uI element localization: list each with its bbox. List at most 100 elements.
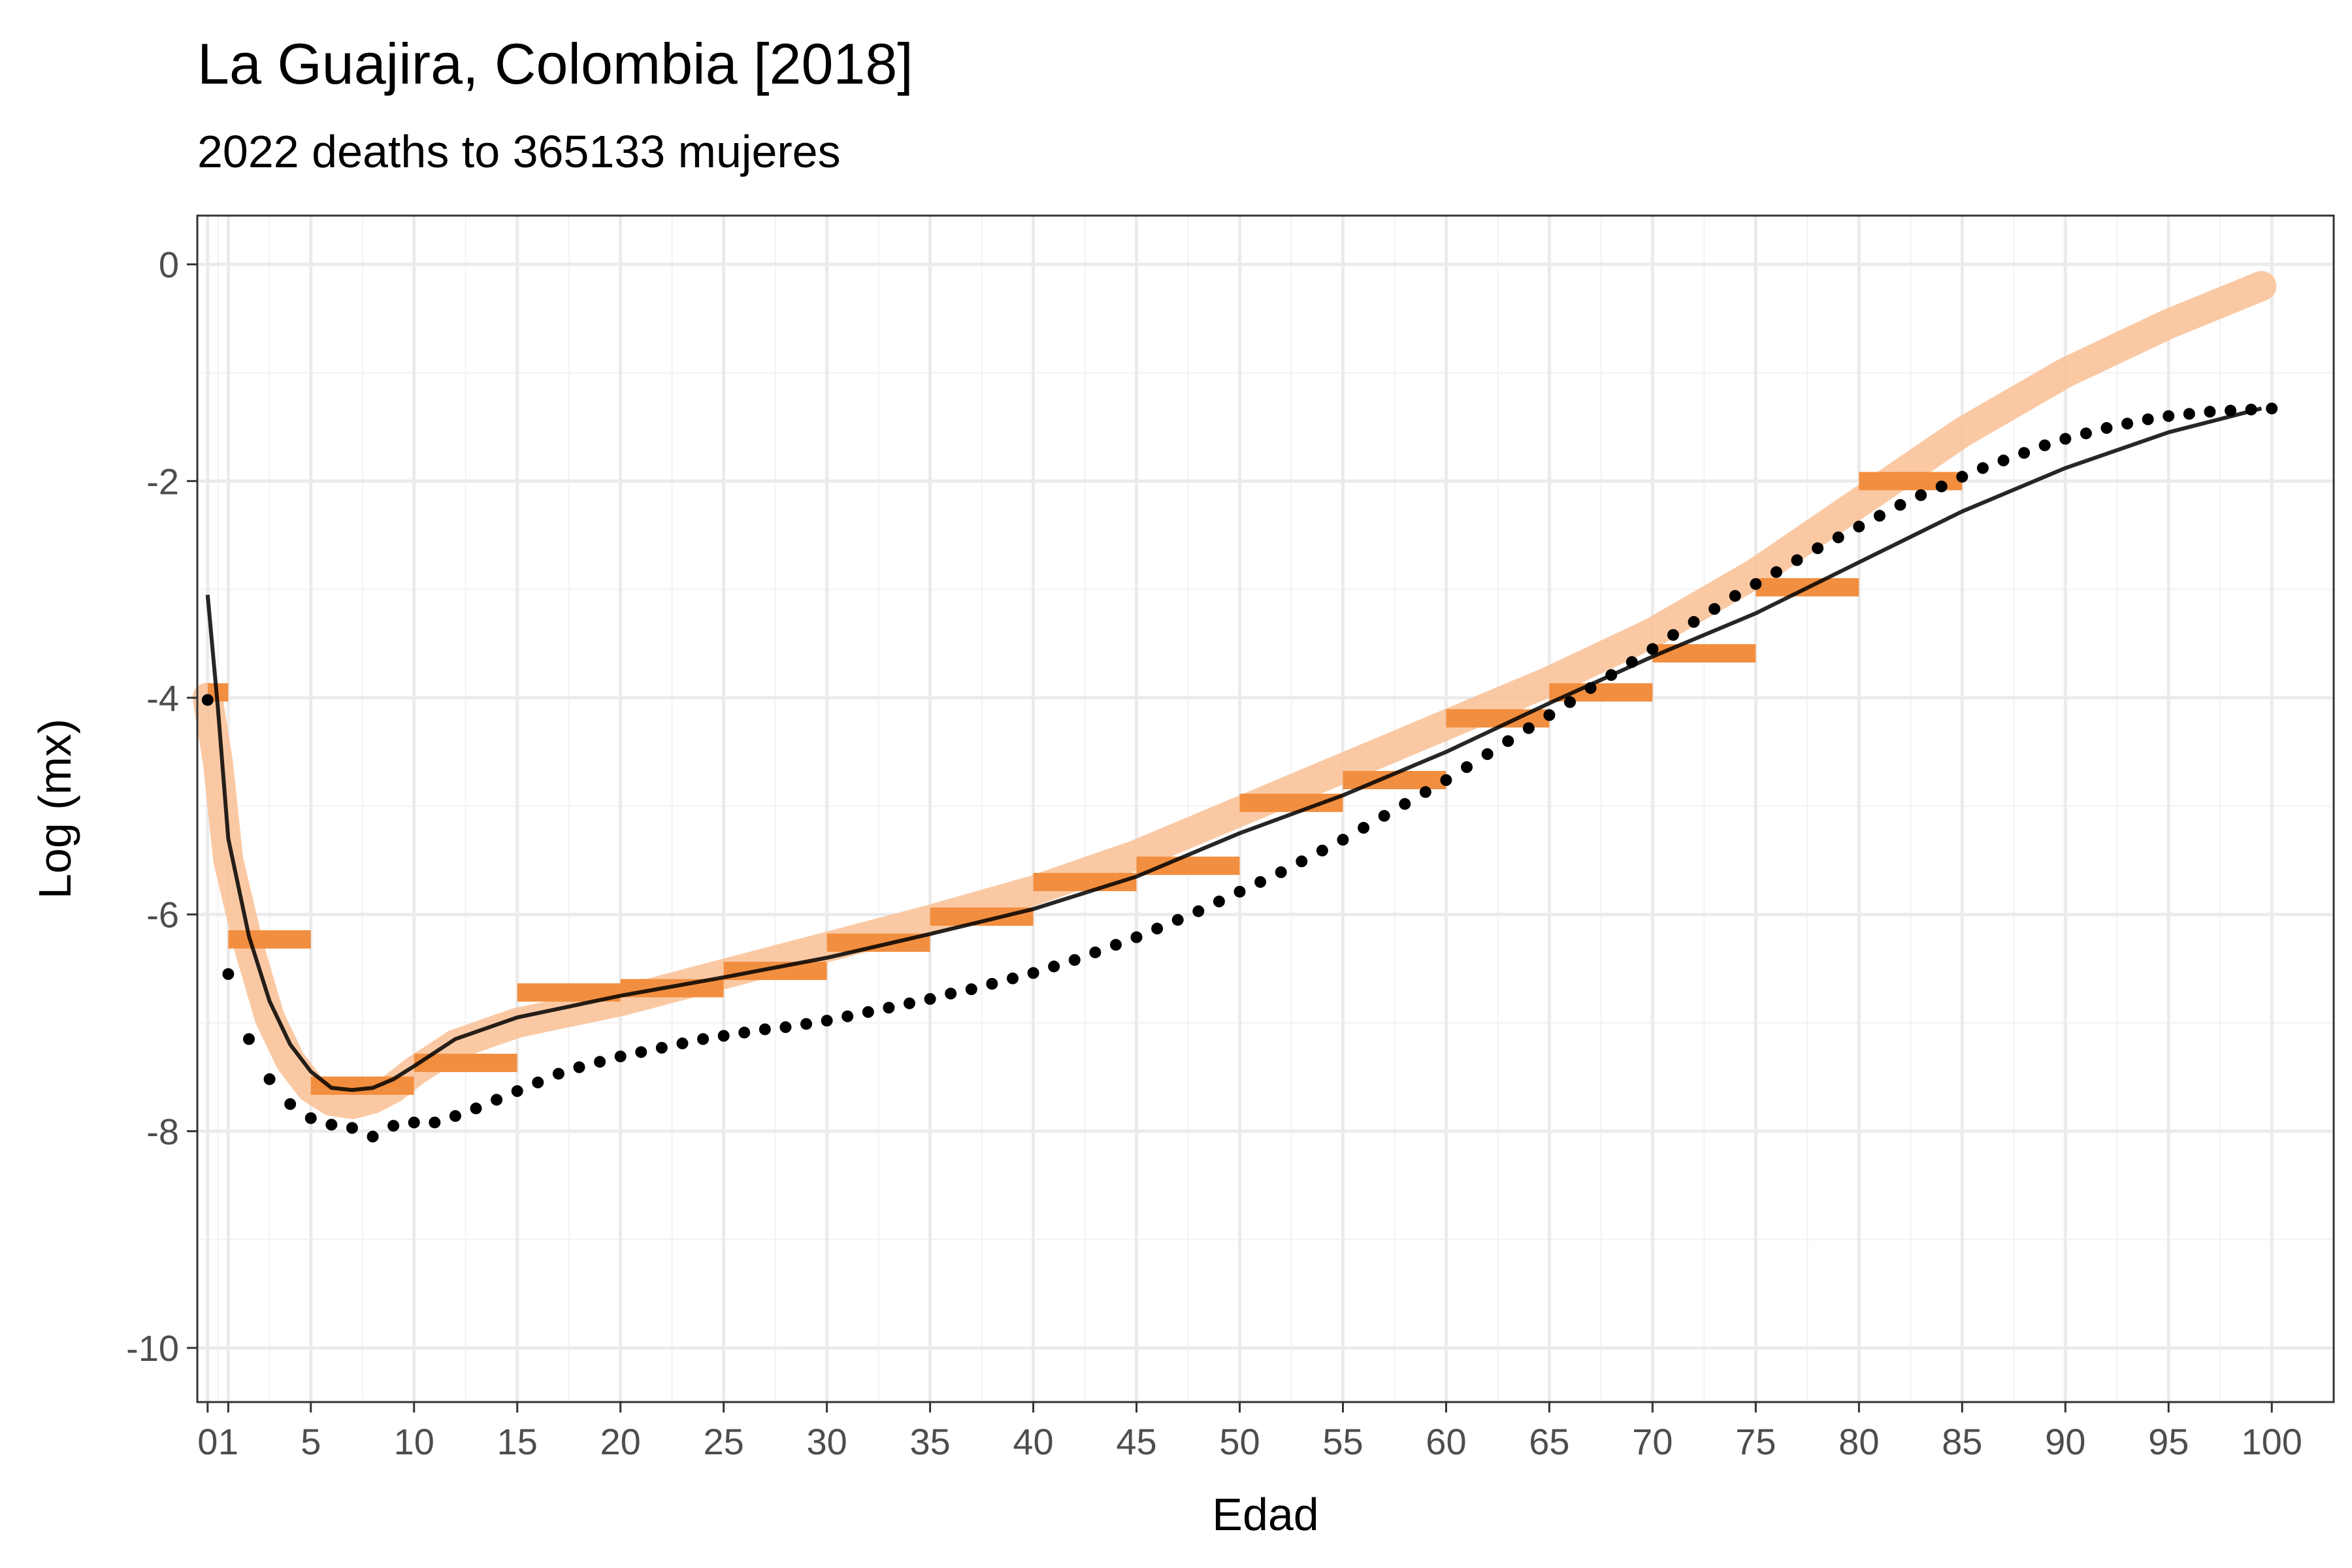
x-tick-label: 70 (1632, 1421, 1673, 1462)
dot-point (1729, 590, 1741, 602)
dot-point (1915, 489, 1927, 501)
x-tick-label: 75 (1735, 1421, 1776, 1462)
x-tick-label: 30 (806, 1421, 847, 1462)
x-tick-label: 10 (394, 1421, 434, 1462)
dot-point (1976, 462, 1989, 474)
dot-point (1296, 855, 1308, 868)
dot-point (1275, 866, 1287, 879)
dot-point (2100, 422, 2113, 434)
dot-point (2038, 439, 2051, 451)
dot-point (1192, 905, 1205, 917)
dot-point (1522, 722, 1535, 734)
dot-point (1089, 946, 1102, 958)
dot-point (594, 1056, 606, 1068)
observed-steps-series (207, 472, 1963, 1095)
dot-point (346, 1122, 358, 1134)
x-tick-label: 50 (1219, 1421, 1260, 1462)
dot-point (1688, 615, 1700, 628)
x-tick-label: 65 (1529, 1421, 1569, 1462)
dot-point (945, 987, 957, 1000)
dot-point (2245, 403, 2257, 416)
dot-point (2121, 417, 2134, 430)
dot-point (2080, 427, 2092, 440)
y-tick-label: -8 (146, 1111, 179, 1152)
dot-point (470, 1102, 482, 1115)
dot-point (1667, 629, 1679, 641)
dot-point (1584, 682, 1597, 694)
dot-point (1605, 669, 1618, 681)
dot-point (1625, 656, 1638, 668)
dot-point (697, 1033, 710, 1045)
dot-point (1171, 913, 1184, 926)
dot-point (1873, 510, 1886, 522)
dot-point (862, 1005, 874, 1018)
dot-point (1832, 531, 1844, 544)
dot-point (1254, 875, 1267, 888)
dot-point (2204, 406, 2216, 418)
x-tick-label: 0 (197, 1421, 218, 1462)
dot-point (284, 1098, 297, 1110)
fitted-line-series (205, 406, 2262, 1092)
dot-point (1130, 931, 1143, 943)
dot-point (1543, 709, 1556, 721)
x-tick-label: 85 (1942, 1421, 1982, 1462)
dot-point (1358, 822, 1370, 834)
dot-point (511, 1085, 523, 1098)
dot-point (387, 1120, 400, 1132)
dot-point (1461, 761, 1473, 774)
dot-point (1812, 542, 1824, 555)
dot-point (304, 1112, 317, 1124)
dot-point (1316, 844, 1328, 857)
dot-point (924, 993, 936, 1005)
dot-point (1894, 498, 1906, 511)
dot-point (1399, 798, 1411, 810)
x-tick-label: 90 (2045, 1421, 2085, 1462)
dot-point (242, 1033, 255, 1045)
dot-point (1646, 643, 1659, 655)
dot-point (222, 968, 235, 980)
x-tick-label: 20 (600, 1421, 641, 1462)
dot-point (1440, 774, 1452, 787)
dot-point (2183, 408, 2195, 420)
dot-point (779, 1021, 792, 1034)
y-tick-label: -10 (126, 1328, 179, 1369)
x-axis: 0 1 5 10 15 20 25 30 35 40 45 50 55 60 65 70 75 80 85 90 95 1… (197, 1402, 2302, 1462)
x-tick-label: 15 (497, 1421, 538, 1462)
dot-point (655, 1041, 668, 1054)
dot-point (883, 1002, 895, 1014)
x-tick-label: 1 (218, 1421, 238, 1462)
dot-point (1853, 520, 1865, 532)
x-tick-label: 100 (2241, 1421, 2302, 1462)
chart-subtitle: 2022 deaths to 365133 mujeres (197, 126, 841, 177)
dot-point (1213, 895, 1225, 907)
dot-point (904, 997, 915, 1009)
dot-point (821, 1015, 833, 1027)
dot-point (1233, 885, 1246, 898)
dot-point (1770, 566, 1782, 578)
dot-point (614, 1050, 627, 1062)
dot-point (2142, 413, 2154, 425)
dot-point (201, 694, 214, 706)
fitted-line (205, 406, 2262, 1092)
dot-point (2225, 404, 2237, 417)
panel-border (196, 214, 2335, 1403)
x-tick-label: 80 (1838, 1421, 1879, 1462)
dot-point (552, 1068, 564, 1080)
dot-point (449, 1110, 461, 1122)
dot-point (1502, 735, 1514, 747)
dot-point (1956, 470, 1968, 483)
dot-point (2163, 410, 2175, 422)
dot-point (408, 1117, 420, 1129)
dot-point (717, 1030, 730, 1042)
dot-point (367, 1130, 379, 1143)
y-axis: 0 -2 -4 -6 -8 -10 (126, 244, 197, 1369)
dot-point (573, 1061, 585, 1073)
dot-point (1109, 939, 1122, 951)
dot-point (1006, 972, 1019, 985)
dot-point (325, 1119, 338, 1131)
y-axis-title: Log (mx) (29, 719, 80, 899)
dot-point (2059, 433, 2072, 445)
x-tick-label: 60 (1426, 1421, 1466, 1462)
dot-point (1791, 554, 1803, 566)
